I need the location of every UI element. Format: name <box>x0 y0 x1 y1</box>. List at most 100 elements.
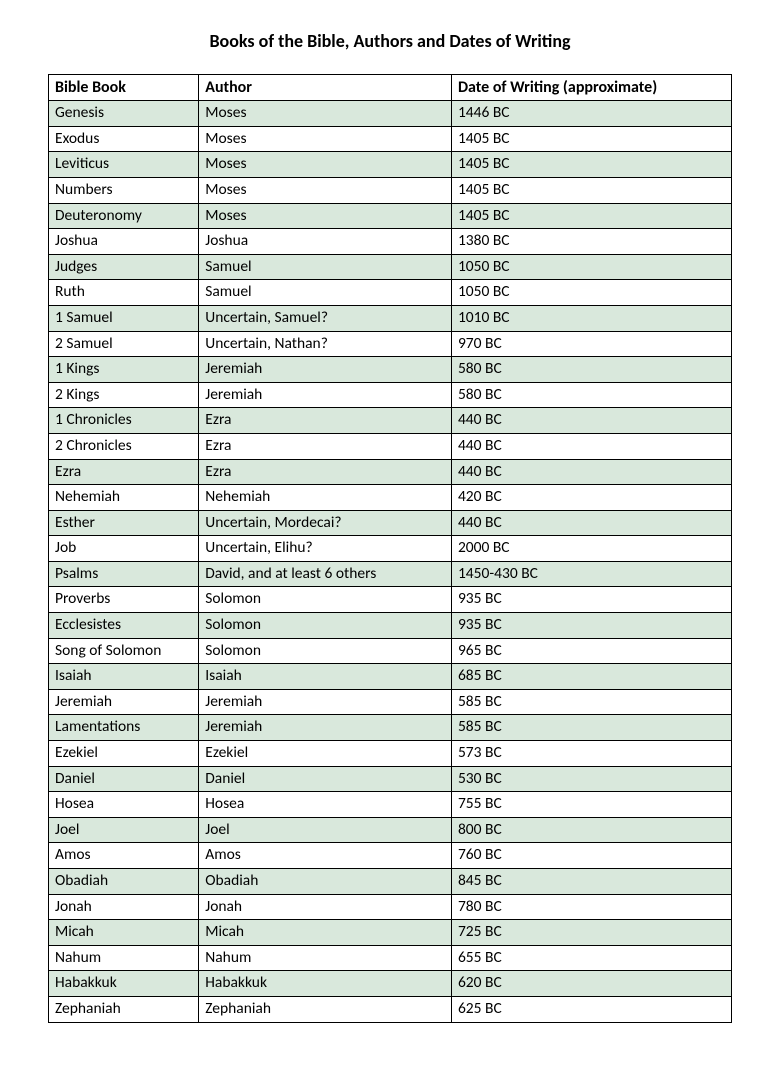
cell-date: 780 BC <box>451 894 731 920</box>
cell-book: Hosea <box>49 792 199 818</box>
cell-author: Uncertain, Elihu? <box>199 536 452 562</box>
cell-date: 725 BC <box>451 920 731 946</box>
table-row: EstherUncertain, Mordecai?440 BC <box>49 510 732 536</box>
cell-book: Job <box>49 536 199 562</box>
cell-author: Nehemiah <box>199 485 452 511</box>
table-row: 2 SamuelUncertain, Nathan?970 BC <box>49 331 732 357</box>
cell-author: Isaiah <box>199 664 452 690</box>
cell-author: Jeremiah <box>199 382 452 408</box>
table-row: ZephaniahZephaniah625 BC <box>49 996 732 1022</box>
cell-date: 1010 BC <box>451 305 731 331</box>
cell-author: Ezra <box>199 433 452 459</box>
table-header-row: Bible Book Author Date of Writing (appro… <box>49 75 732 101</box>
cell-date: 585 BC <box>451 715 731 741</box>
cell-date: 1405 BC <box>451 152 731 178</box>
cell-book: Ruth <box>49 280 199 306</box>
cell-date: 573 BC <box>451 741 731 767</box>
cell-book: 1 Samuel <box>49 305 199 331</box>
table-row: EcclesistesSolomon935 BC <box>49 613 732 639</box>
table-row: ExodusMoses1405 BC <box>49 126 732 152</box>
cell-book: Numbers <box>49 177 199 203</box>
table-row: DeuteronomyMoses1405 BC <box>49 203 732 229</box>
cell-author: Jeremiah <box>199 689 452 715</box>
cell-date: 440 BC <box>451 408 731 434</box>
cell-date: 935 BC <box>451 587 731 613</box>
cell-book: 2 Chronicles <box>49 433 199 459</box>
table-row: GenesisMoses1446 BC <box>49 101 732 127</box>
cell-date: 845 BC <box>451 869 731 895</box>
cell-book: Micah <box>49 920 199 946</box>
cell-date: 1446 BC <box>451 101 731 127</box>
table-row: IsaiahIsaiah685 BC <box>49 664 732 690</box>
bible-books-table: Bible Book Author Date of Writing (appro… <box>48 74 732 1023</box>
cell-author: Jeremiah <box>199 715 452 741</box>
cell-date: 685 BC <box>451 664 731 690</box>
table-row: JudgesSamuel1050 BC <box>49 254 732 280</box>
cell-author: Zephaniah <box>199 996 452 1022</box>
cell-book: 1 Kings <box>49 357 199 383</box>
cell-book: Joel <box>49 817 199 843</box>
cell-author: Moses <box>199 101 452 127</box>
cell-author: Joshua <box>199 229 452 255</box>
cell-date: 1050 BC <box>451 280 731 306</box>
cell-book: Esther <box>49 510 199 536</box>
cell-date: 440 BC <box>451 510 731 536</box>
table-row: JonahJonah780 BC <box>49 894 732 920</box>
cell-date: 965 BC <box>451 638 731 664</box>
table-row: DanielDaniel530 BC <box>49 766 732 792</box>
cell-book: 1 Chronicles <box>49 408 199 434</box>
cell-book: Nehemiah <box>49 485 199 511</box>
cell-book: Jonah <box>49 894 199 920</box>
table-row: EzekielEzekiel573 BC <box>49 741 732 767</box>
table-row: JoelJoel800 BC <box>49 817 732 843</box>
cell-date: 440 BC <box>451 433 731 459</box>
table-row: 1 SamuelUncertain, Samuel?1010 BC <box>49 305 732 331</box>
page-title: Books of the Bible, Authors and Dates of… <box>48 30 732 52</box>
cell-book: Song of Solomon <box>49 638 199 664</box>
cell-author: Solomon <box>199 587 452 613</box>
cell-date: 760 BC <box>451 843 731 869</box>
table-row: ObadiahObadiah845 BC <box>49 869 732 895</box>
cell-book: Judges <box>49 254 199 280</box>
cell-date: 2000 BC <box>451 536 731 562</box>
cell-author: Hosea <box>199 792 452 818</box>
cell-author: Solomon <box>199 613 452 639</box>
table-row: ProverbsSolomon935 BC <box>49 587 732 613</box>
cell-author: Obadiah <box>199 869 452 895</box>
table-row: PsalmsDavid, and at least 6 others1450-4… <box>49 561 732 587</box>
cell-book: Psalms <box>49 561 199 587</box>
table-row: JobUncertain, Elihu?2000 BC <box>49 536 732 562</box>
table-row: HabakkukHabakkuk620 BC <box>49 971 732 997</box>
cell-book: Lamentations <box>49 715 199 741</box>
cell-book: Amos <box>49 843 199 869</box>
cell-book: Genesis <box>49 101 199 127</box>
table-row: RuthSamuel1050 BC <box>49 280 732 306</box>
table-row: 2 KingsJeremiah580 BC <box>49 382 732 408</box>
cell-date: 1405 BC <box>451 203 731 229</box>
cell-book: Ecclesistes <box>49 613 199 639</box>
table-row: Song of SolomonSolomon965 BC <box>49 638 732 664</box>
cell-author: Amos <box>199 843 452 869</box>
cell-author: Samuel <box>199 280 452 306</box>
cell-book: Nahum <box>49 945 199 971</box>
cell-date: 655 BC <box>451 945 731 971</box>
cell-author: Habakkuk <box>199 971 452 997</box>
cell-author: Ezekiel <box>199 741 452 767</box>
cell-date: 585 BC <box>451 689 731 715</box>
cell-author: Nahum <box>199 945 452 971</box>
cell-author: Uncertain, Nathan? <box>199 331 452 357</box>
cell-author: Uncertain, Samuel? <box>199 305 452 331</box>
table-row: 1 ChroniclesEzra440 BC <box>49 408 732 434</box>
cell-author: Joel <box>199 817 452 843</box>
cell-date: 1450-430 BC <box>451 561 731 587</box>
table-row: AmosAmos760 BC <box>49 843 732 869</box>
cell-book: Jeremiah <box>49 689 199 715</box>
cell-date: 1405 BC <box>451 177 731 203</box>
table-row: NehemiahNehemiah420 BC <box>49 485 732 511</box>
cell-book: 2 Kings <box>49 382 199 408</box>
cell-author: Ezra <box>199 408 452 434</box>
table-row: 1 KingsJeremiah580 BC <box>49 357 732 383</box>
cell-date: 1050 BC <box>451 254 731 280</box>
cell-book: Obadiah <box>49 869 199 895</box>
cell-book: Daniel <box>49 766 199 792</box>
